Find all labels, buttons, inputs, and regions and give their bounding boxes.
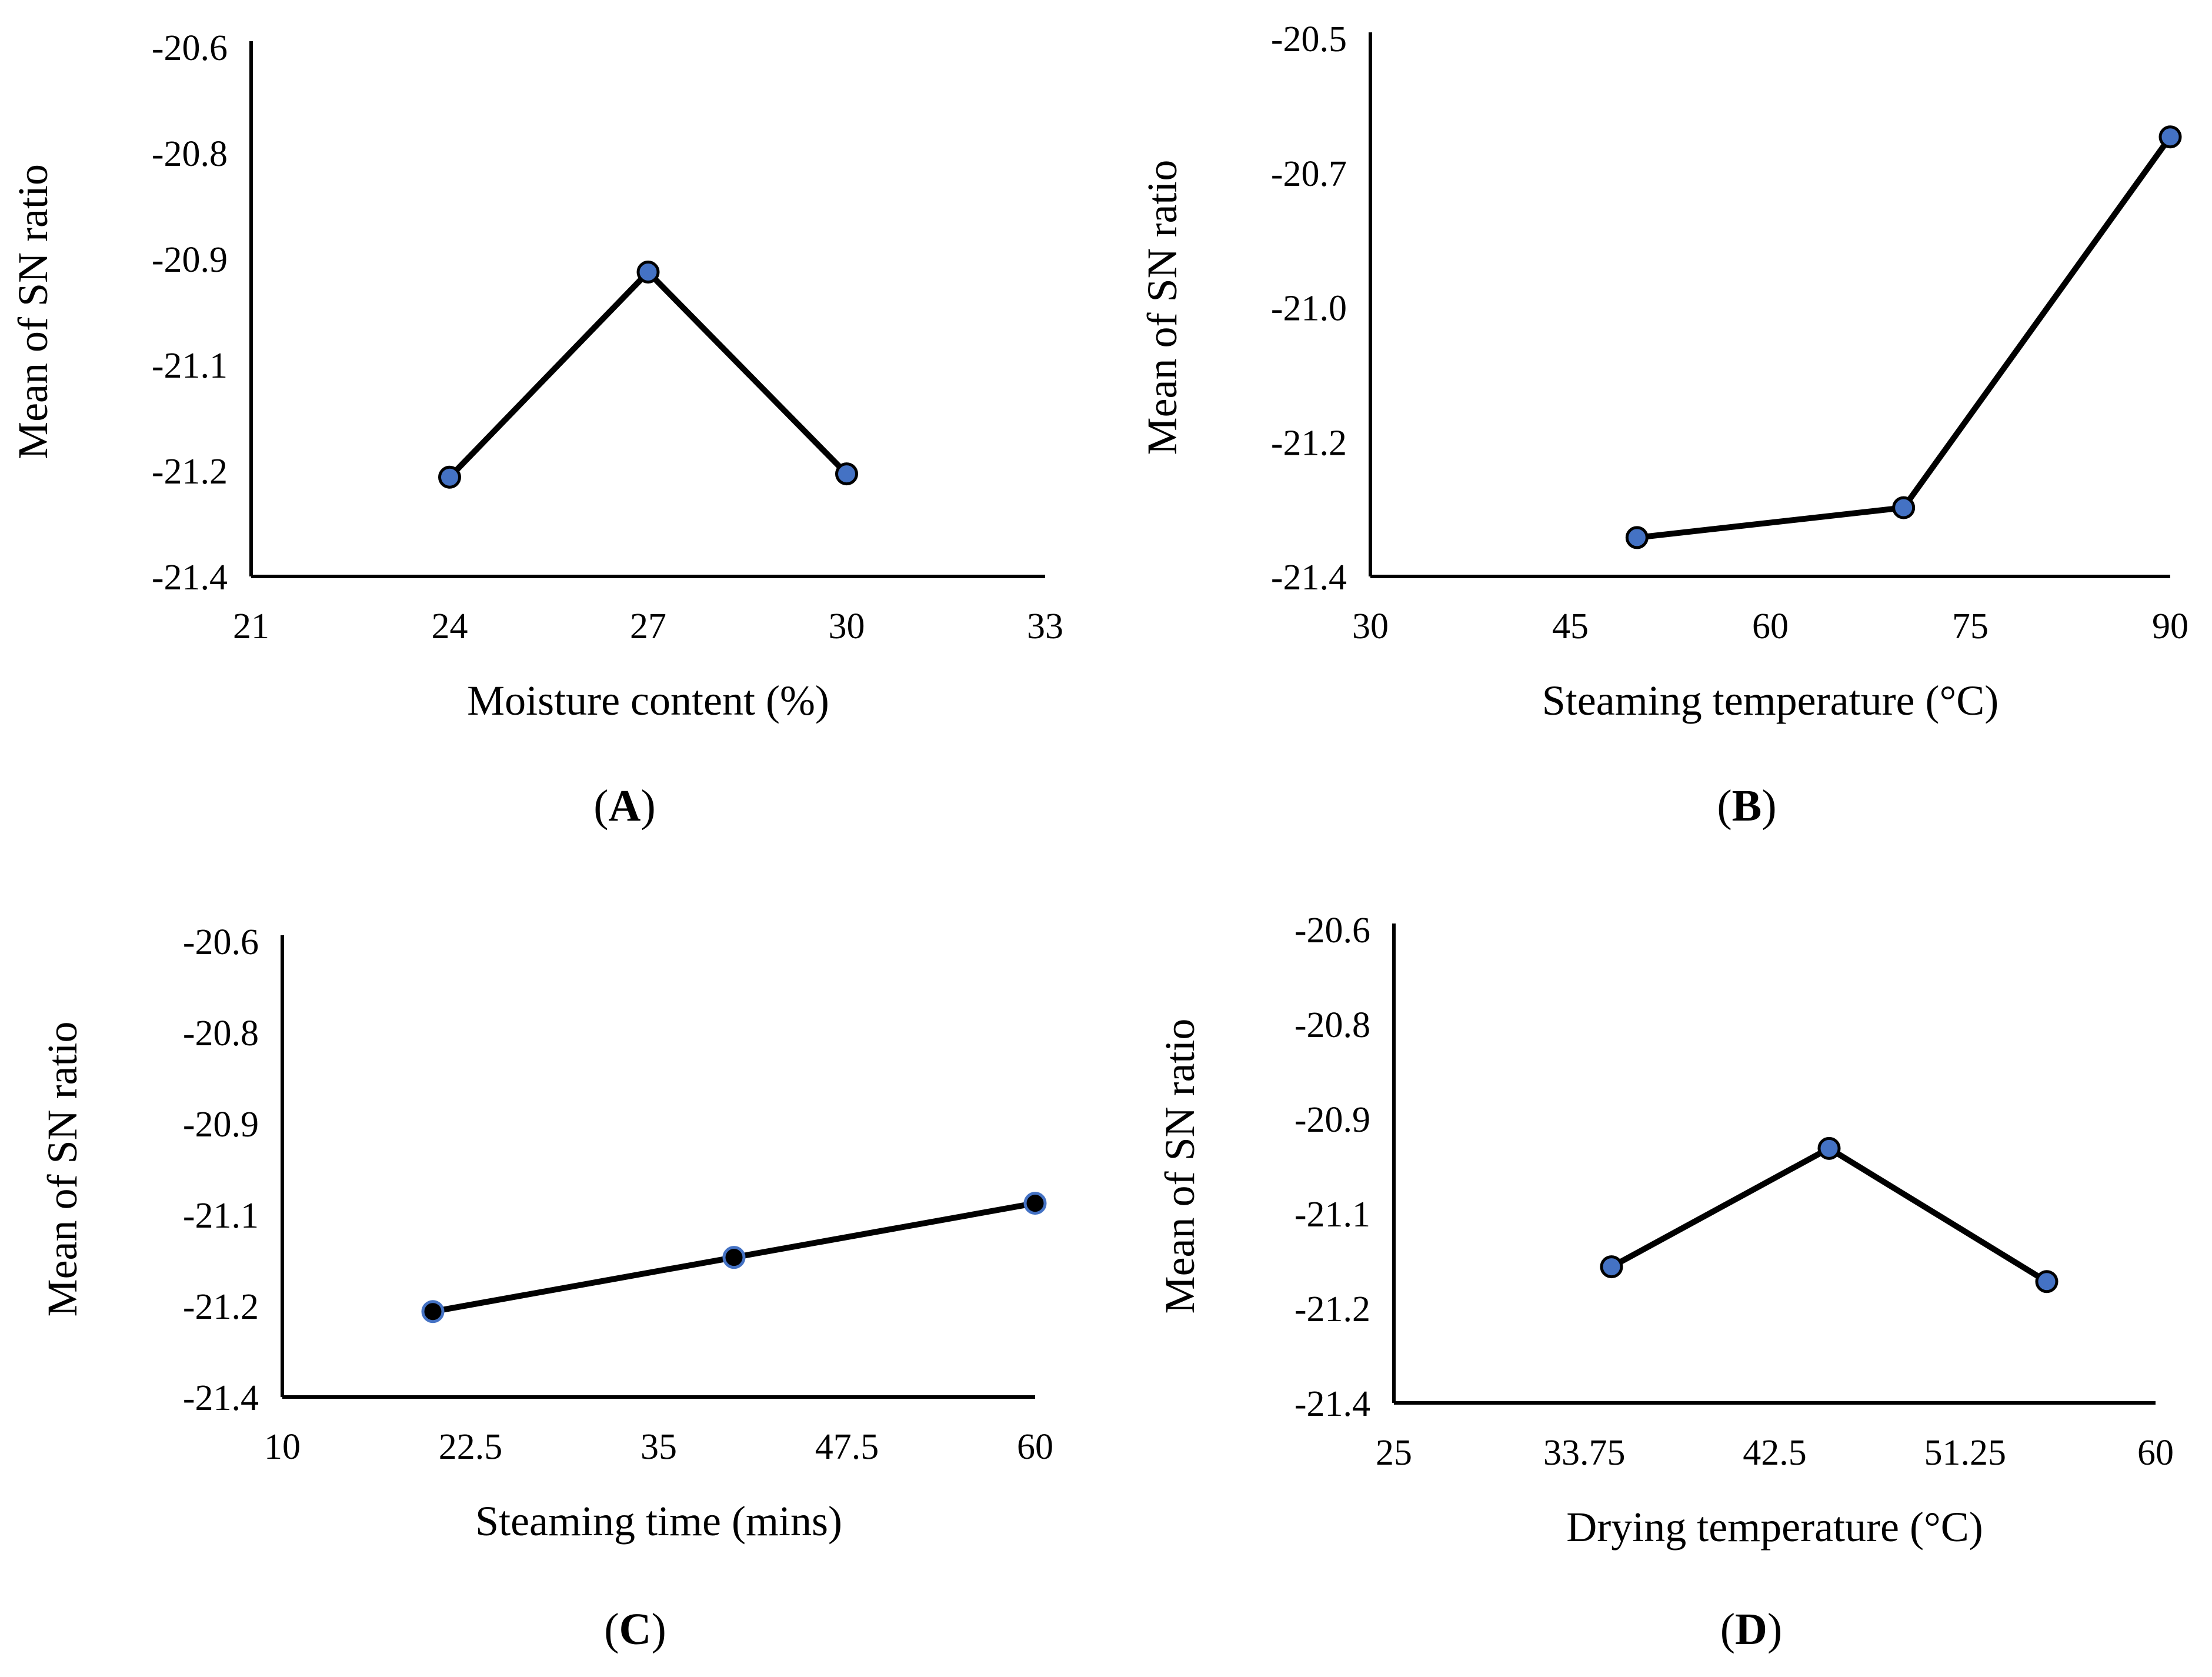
panel-c: -20.6 -20.8 -20.9 -21.1 -21.2 -21.410 22.5 35 47… [39,922,1053,1654]
data-point [438,465,461,489]
x-axis-title: Steaming temperature (°C) [1542,677,1999,724]
data-point [1600,1255,1623,1279]
y-tick-label: -21.4 [183,1378,259,1418]
y-tick-label: -21.4 [152,558,228,598]
x-tick-label: 60 [1017,1427,1053,1467]
y-tick-label: -21.4 [1294,1384,1370,1424]
x-tick-label: 22.5 [439,1427,503,1467]
panel-letter: C [619,1605,652,1654]
data-point [636,261,660,284]
panel-label: (A) [593,781,656,831]
y-tick-label: -20.9 [152,240,228,280]
y-tick-label: -20.9 [1294,1100,1370,1140]
series-line [1636,135,2173,541]
y-tick-label: -20.8 [183,1013,259,1053]
y-tick-label: -20.8 [1294,1005,1370,1045]
x-tick-label: 45 [1552,606,1589,646]
y-tick-label: -21.2 [1294,1289,1370,1329]
x-tick-label: 33 [1027,606,1063,646]
panel-letter: A [609,781,641,831]
x-tick-label: 21 [233,606,269,646]
y-tick-label: -20.9 [183,1105,259,1145]
x-tick-label: 30 [1352,606,1389,646]
y-tick-label: -21.1 [183,1196,259,1236]
data-point [1023,1192,1047,1215]
data-point [835,462,858,486]
x-axis-title: Steaming time (mins) [475,1498,842,1545]
y-axis-title: Mean of SN ratio [1139,160,1186,455]
data-point [2158,125,2182,149]
x-tick-label: 30 [829,606,865,646]
y-tick-label: -20.6 [1294,911,1370,951]
y-axis-title: Mean of SN ratio [9,164,56,459]
x-tick-label: 42.5 [1743,1433,1807,1473]
x-tick-label: 35 [640,1427,677,1467]
x-tick-label: 47.5 [815,1427,879,1467]
x-tick-label: 60 [1752,606,1789,646]
data-point [1625,526,1649,549]
y-tick-label: -20.5 [1271,19,1347,59]
y-tick-label: -21.1 [152,346,228,386]
panel-d: -20.6 -20.8 -20.9 -21.1 -21.2 -21.425 33.75 42.… [1156,911,2174,1654]
y-axis-title: Mean of SN ratio [1156,1019,1203,1314]
x-tick-label: 75 [1952,606,1989,646]
series-line [447,269,849,479]
series-line [1610,1145,2048,1284]
x-axis-title: Drying temperature (°C) [1566,1503,1983,1551]
y-tick-label: -20.8 [152,134,228,174]
panel-letter: B [1732,781,1762,831]
panel-label: (C) [604,1605,666,1654]
y-tick-label: -21.0 [1271,289,1347,329]
panel-label: (B) [1717,781,1776,831]
data-point [722,1246,746,1269]
panel-letter: D [1735,1605,1767,1654]
data-point [1817,1136,1841,1160]
y-axis-title: Mean of SN ratio [39,1022,86,1317]
y-tick-label: -21.4 [1271,558,1347,598]
x-tick-label: 27 [630,606,666,646]
panel-label: (D) [1720,1605,1783,1654]
x-tick-label: 10 [264,1427,301,1467]
x-tick-label: 33.75 [1543,1433,1626,1473]
y-tick-label: -20.6 [152,28,228,68]
x-tick-label: 60 [2137,1433,2174,1473]
panel-a: -20.6 -20.8 -20.9 -21.1 -21.2 -21.421 24 27 30 33… [9,28,1063,831]
y-tick-label: -20.7 [1271,154,1347,194]
data-point [1892,496,1916,519]
x-axis-title: Moisture content (%) [467,677,829,724]
data-point [421,1300,445,1323]
x-tick-label: 25 [1376,1433,1412,1473]
y-tick-label: -21.1 [1294,1195,1370,1235]
panel-b: -20.5 -20.7 -21.0 -21.2 -21.430 45 60 75 90 Steam… [1139,19,2188,831]
y-tick-label: -20.6 [183,922,259,962]
data-point [2035,1270,2058,1293]
y-tick-label: -21.2 [1271,423,1347,463]
y-tick-label: -21.2 [152,452,228,492]
y-tick-label: -21.2 [183,1287,259,1327]
x-tick-label: 90 [2152,606,2188,646]
x-tick-label: 51.25 [1924,1433,2007,1473]
x-tick-label: 24 [432,606,468,646]
